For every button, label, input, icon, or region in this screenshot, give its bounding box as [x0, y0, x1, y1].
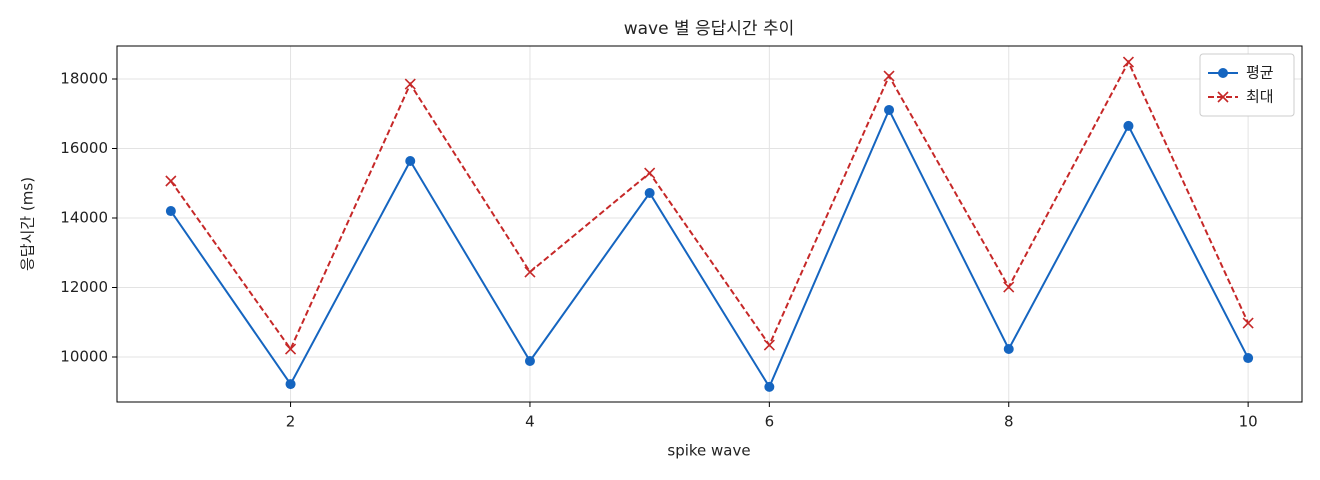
x-axis-label: spike wave	[667, 442, 750, 460]
x-tick-label: 2	[286, 413, 296, 431]
point	[524, 266, 536, 278]
point	[285, 379, 296, 390]
y-tick-label: 18000	[60, 70, 108, 88]
point	[763, 339, 775, 351]
x-tick-label: 6	[765, 413, 775, 431]
point	[1243, 353, 1254, 364]
y-tick-label: 10000	[60, 348, 108, 366]
y-tick-label: 12000	[60, 278, 108, 296]
point	[1122, 56, 1135, 68]
point	[284, 343, 297, 355]
grid-layer	[117, 46, 1302, 402]
point	[404, 78, 416, 90]
legend-label: 평균	[1246, 64, 1274, 82]
point	[644, 187, 655, 198]
point	[1003, 344, 1014, 355]
point	[1242, 317, 1254, 329]
marks-layer	[165, 56, 1254, 392]
x-tick-label: 8	[1004, 413, 1014, 431]
point	[165, 206, 176, 217]
legend-marker	[1217, 91, 1229, 103]
legend-marker	[1218, 68, 1228, 78]
point	[764, 381, 775, 392]
y-axis-label: 응답시간 (ms)	[19, 177, 37, 271]
point	[165, 175, 177, 187]
point	[405, 156, 416, 167]
point	[524, 355, 535, 366]
series-line	[170, 59, 1250, 352]
x-tick-label: 4	[525, 413, 535, 431]
point	[883, 70, 895, 82]
point	[1123, 120, 1134, 131]
series-line	[170, 107, 1250, 390]
y-tick-label: 14000	[60, 209, 108, 227]
legend-label: 최대	[1246, 88, 1274, 106]
point	[884, 104, 895, 115]
plot-frame	[116, 45, 1303, 403]
y-tick-label: 16000	[60, 139, 108, 157]
point	[644, 167, 656, 179]
chart-title: wave 별 응답시간 추이	[624, 19, 795, 39]
point	[1003, 281, 1015, 293]
x-tick-label: 10	[1239, 413, 1258, 431]
